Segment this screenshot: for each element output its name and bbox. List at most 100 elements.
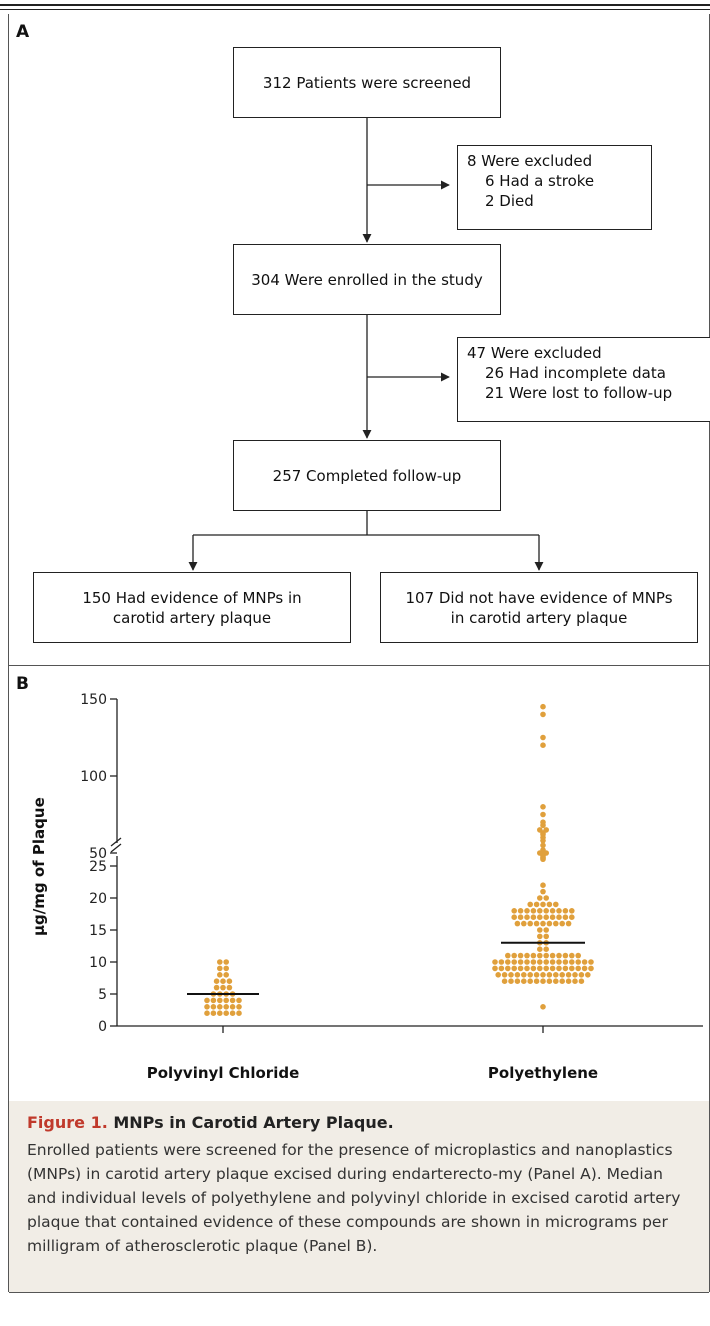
- data-point: [514, 972, 521, 978]
- data-point: [226, 978, 233, 984]
- data-point: [505, 959, 511, 965]
- data-point: [210, 997, 217, 1004]
- data-point: [575, 952, 581, 959]
- data-point: [540, 920, 546, 927]
- axis-break-mark: [110, 843, 122, 853]
- data-point: [521, 920, 527, 927]
- data-point: [562, 914, 569, 920]
- data-point: [524, 965, 530, 972]
- mnp-yes-box: 150 Had evidence of MNPs in carotid arte…: [33, 572, 351, 643]
- data-point: [562, 952, 569, 959]
- data-point: [537, 933, 543, 940]
- excluded1-item: 6 Had a stroke: [485, 172, 595, 190]
- caption-title: MNPs in Carotid Artery Plaque.: [113, 1113, 394, 1132]
- y-tick-label: 50: [89, 846, 107, 862]
- data-point: [223, 997, 229, 1004]
- data-point: [588, 965, 594, 972]
- data-point: [530, 908, 537, 914]
- data-point: [213, 984, 220, 991]
- y-tick-label: 10: [89, 955, 107, 971]
- top-rule: [0, 4, 710, 6]
- data-point: [578, 972, 585, 978]
- data-point: [223, 965, 229, 972]
- data-point: [569, 952, 575, 959]
- data-point: [530, 959, 537, 965]
- data-point: [495, 972, 502, 978]
- data-point: [556, 914, 562, 920]
- data-point: [505, 965, 511, 972]
- data-point: [562, 908, 569, 914]
- data-point: [223, 959, 229, 965]
- data-point: [559, 920, 565, 927]
- excluded2-item: 21 Were lost to follow-up: [485, 384, 673, 402]
- data-point: [543, 895, 549, 901]
- data-point: [540, 882, 546, 888]
- data-point: [213, 978, 220, 984]
- data-point: [530, 952, 537, 959]
- panel-b-letter: B: [16, 674, 29, 694]
- y-tick-label: 0: [98, 1019, 107, 1035]
- data-point: [508, 978, 514, 984]
- top-rule-thin: [0, 9, 710, 10]
- excluded1-box: 8 Were excluded 6 Had a stroke 2 Died: [457, 145, 652, 230]
- bottom-rule: [9, 1292, 709, 1293]
- data-point: [511, 952, 517, 959]
- data-point: [217, 972, 223, 978]
- data-point: [527, 978, 533, 984]
- axis-break-mark: [110, 837, 122, 847]
- data-point: [229, 1010, 236, 1016]
- data-point: [533, 972, 540, 978]
- data-point: [498, 965, 505, 972]
- data-point: [562, 959, 569, 965]
- excluded2-title: 47 Were excluded: [467, 344, 602, 362]
- data-point: [549, 959, 556, 965]
- data-point: [527, 901, 533, 908]
- completed-text: 257 Completed follow-up: [272, 466, 462, 485]
- data-point: [569, 908, 575, 914]
- data-point: [498, 959, 505, 965]
- data-point: [543, 946, 549, 952]
- data-point: [217, 965, 223, 972]
- panel-a: A 312 Patients were screened 8 Were excl…: [8, 14, 710, 666]
- data-point: [540, 842, 546, 849]
- data-point: [559, 972, 565, 978]
- data-point: [530, 914, 537, 920]
- data-point: [517, 965, 524, 972]
- data-point: [540, 742, 546, 748]
- data-point: [236, 997, 242, 1004]
- data-point: [511, 908, 517, 914]
- mnp-no-box: 107 Did not have evidence of MNPs in car…: [380, 572, 698, 643]
- data-point: [556, 908, 562, 914]
- enrolled-text: 304 Were enrolled in the study: [251, 270, 483, 289]
- data-point: [543, 952, 549, 959]
- data-point: [543, 959, 549, 965]
- data-point: [530, 965, 537, 972]
- data-point: [204, 997, 210, 1004]
- data-point: [537, 908, 543, 914]
- data-point: [524, 959, 530, 965]
- data-point: [585, 972, 591, 978]
- data-point: [517, 952, 524, 959]
- data-point: [565, 978, 572, 984]
- data-point: [540, 888, 546, 895]
- y-tick-label: 150: [80, 692, 107, 708]
- data-point: [553, 972, 559, 978]
- data-point: [533, 920, 540, 927]
- data-point: [540, 819, 546, 825]
- data-point: [508, 972, 514, 978]
- data-point: [546, 978, 553, 984]
- data-point: [236, 1010, 242, 1016]
- data-point: [514, 978, 521, 984]
- y-tick-label: 20: [89, 891, 107, 907]
- data-point: [226, 984, 233, 991]
- data-point: [492, 959, 498, 965]
- data-point: [581, 965, 588, 972]
- y-tick-label: 5: [98, 987, 107, 1003]
- data-point: [517, 908, 524, 914]
- enrolled-box: 304 Were enrolled in the study: [233, 244, 501, 315]
- data-point: [511, 959, 517, 965]
- data-point: [511, 965, 517, 972]
- data-point: [543, 908, 549, 914]
- y-tick-label: 25: [89, 859, 107, 875]
